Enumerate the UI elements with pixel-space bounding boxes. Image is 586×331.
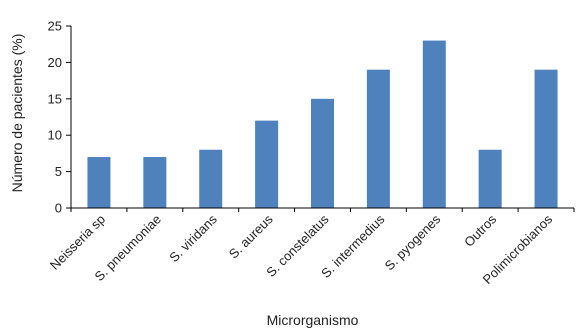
y-tick-label: 25 (48, 19, 62, 34)
bar (143, 157, 167, 208)
x-tick-label: S. aureus (226, 211, 276, 261)
x-tick-label: Outros (461, 211, 500, 250)
y-tick-label: 5 (55, 164, 62, 179)
x-tick-label: Neisseria sp (47, 212, 108, 273)
bars (87, 40, 558, 209)
x-axis-title: Microrganismo (267, 312, 359, 328)
bar (422, 40, 446, 209)
bar (534, 69, 558, 209)
bar (199, 149, 223, 208)
bar (255, 120, 279, 208)
y-tick-label: 15 (48, 91, 62, 106)
x-tick-label: S. pyogenes (382, 211, 444, 273)
x-tick-label: S. viridans (166, 211, 220, 265)
y-tick-label: 10 (48, 128, 62, 143)
y-tick-label: 20 (48, 55, 62, 70)
x-axis-ticks: Neisseria spS. pneumoniae S. viridans S. a… (47, 208, 575, 287)
y-axis-title: Número de pacientes (%) (9, 34, 25, 193)
bar (87, 157, 111, 208)
y-axis-ticks: 0 5 10 15 20 25 (48, 19, 71, 216)
bar (366, 69, 390, 209)
y-tick-label: 0 (55, 201, 62, 216)
bar (478, 149, 502, 208)
bar (311, 98, 334, 208)
